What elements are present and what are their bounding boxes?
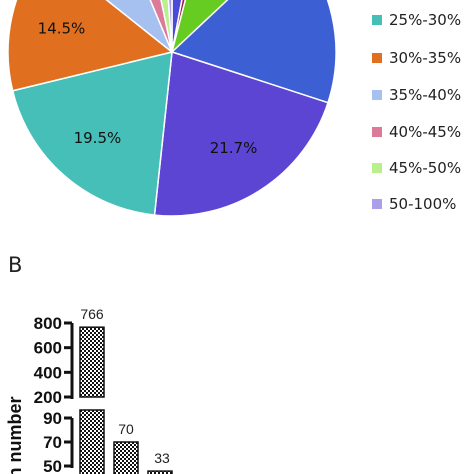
pie-slice-label: 19.5% [74,129,122,147]
legend-swatch [372,15,382,25]
panel-b-letter: B [8,253,23,277]
legend-label: 25%-30% [389,11,462,29]
lower-tick-label: 50 [43,457,62,474]
legend-item-40-45: 40%-45% [372,122,461,142]
legend-swatch [372,163,382,173]
pie-slice-label: 14.5% [38,20,86,38]
legend-item-30-35: 30%-35% [372,48,461,68]
pie-slice-6 [7,0,174,92]
upper-tick-label: 600 [34,339,62,358]
legend-label: 45%-50% [389,159,462,177]
legend-label: 30%-35% [389,49,462,67]
bar-0-upper [79,326,105,398]
legend-item-35-40: 35%-40% [372,85,461,105]
pie-chart: 21.7%19.5%14.5%8.0% [7,0,337,217]
legend-label: 50-100% [389,195,457,213]
pie-slice-label: 21.7% [210,139,258,157]
legend-swatch [372,199,382,209]
pie-slice-4 [153,51,329,217]
pie-slice-2 [170,0,229,55]
bar-chart: in number 200 400 600 800 50 70 90 766 70 33 [5,306,173,474]
bar-1 [113,441,139,474]
pie-slice-10 [167,0,173,53]
legend-label: 40%-45% [389,123,462,141]
legend-swatch [372,53,382,63]
bar-value-label: 766 [80,306,104,322]
lower-tick-label: 90 [43,409,62,428]
bar-0-lower [79,409,105,474]
bar-value-label: 70 [118,421,134,437]
upper-tick-label: 200 [34,388,62,407]
pie-slice-5 [11,51,173,216]
legend-item-45-50: 45%-50% [372,158,461,178]
y-axis-label: in number [5,396,25,474]
upper-tick-label: 400 [34,363,62,382]
legend-swatch [372,90,382,100]
pie-slice-8 [149,0,173,53]
legend-swatch [372,127,382,137]
pie-slice-0 [171,0,183,53]
pie-slice-3 [170,0,337,104]
legend-item-50-100: 50-100% [372,194,456,214]
bar-value-label: 33 [154,450,170,466]
legend-item-25-30: 25%-30% [372,10,461,30]
lower-tick-label: 70 [43,433,62,452]
upper-tick-label: 800 [34,314,62,333]
legend-label: 35%-40% [389,86,462,104]
